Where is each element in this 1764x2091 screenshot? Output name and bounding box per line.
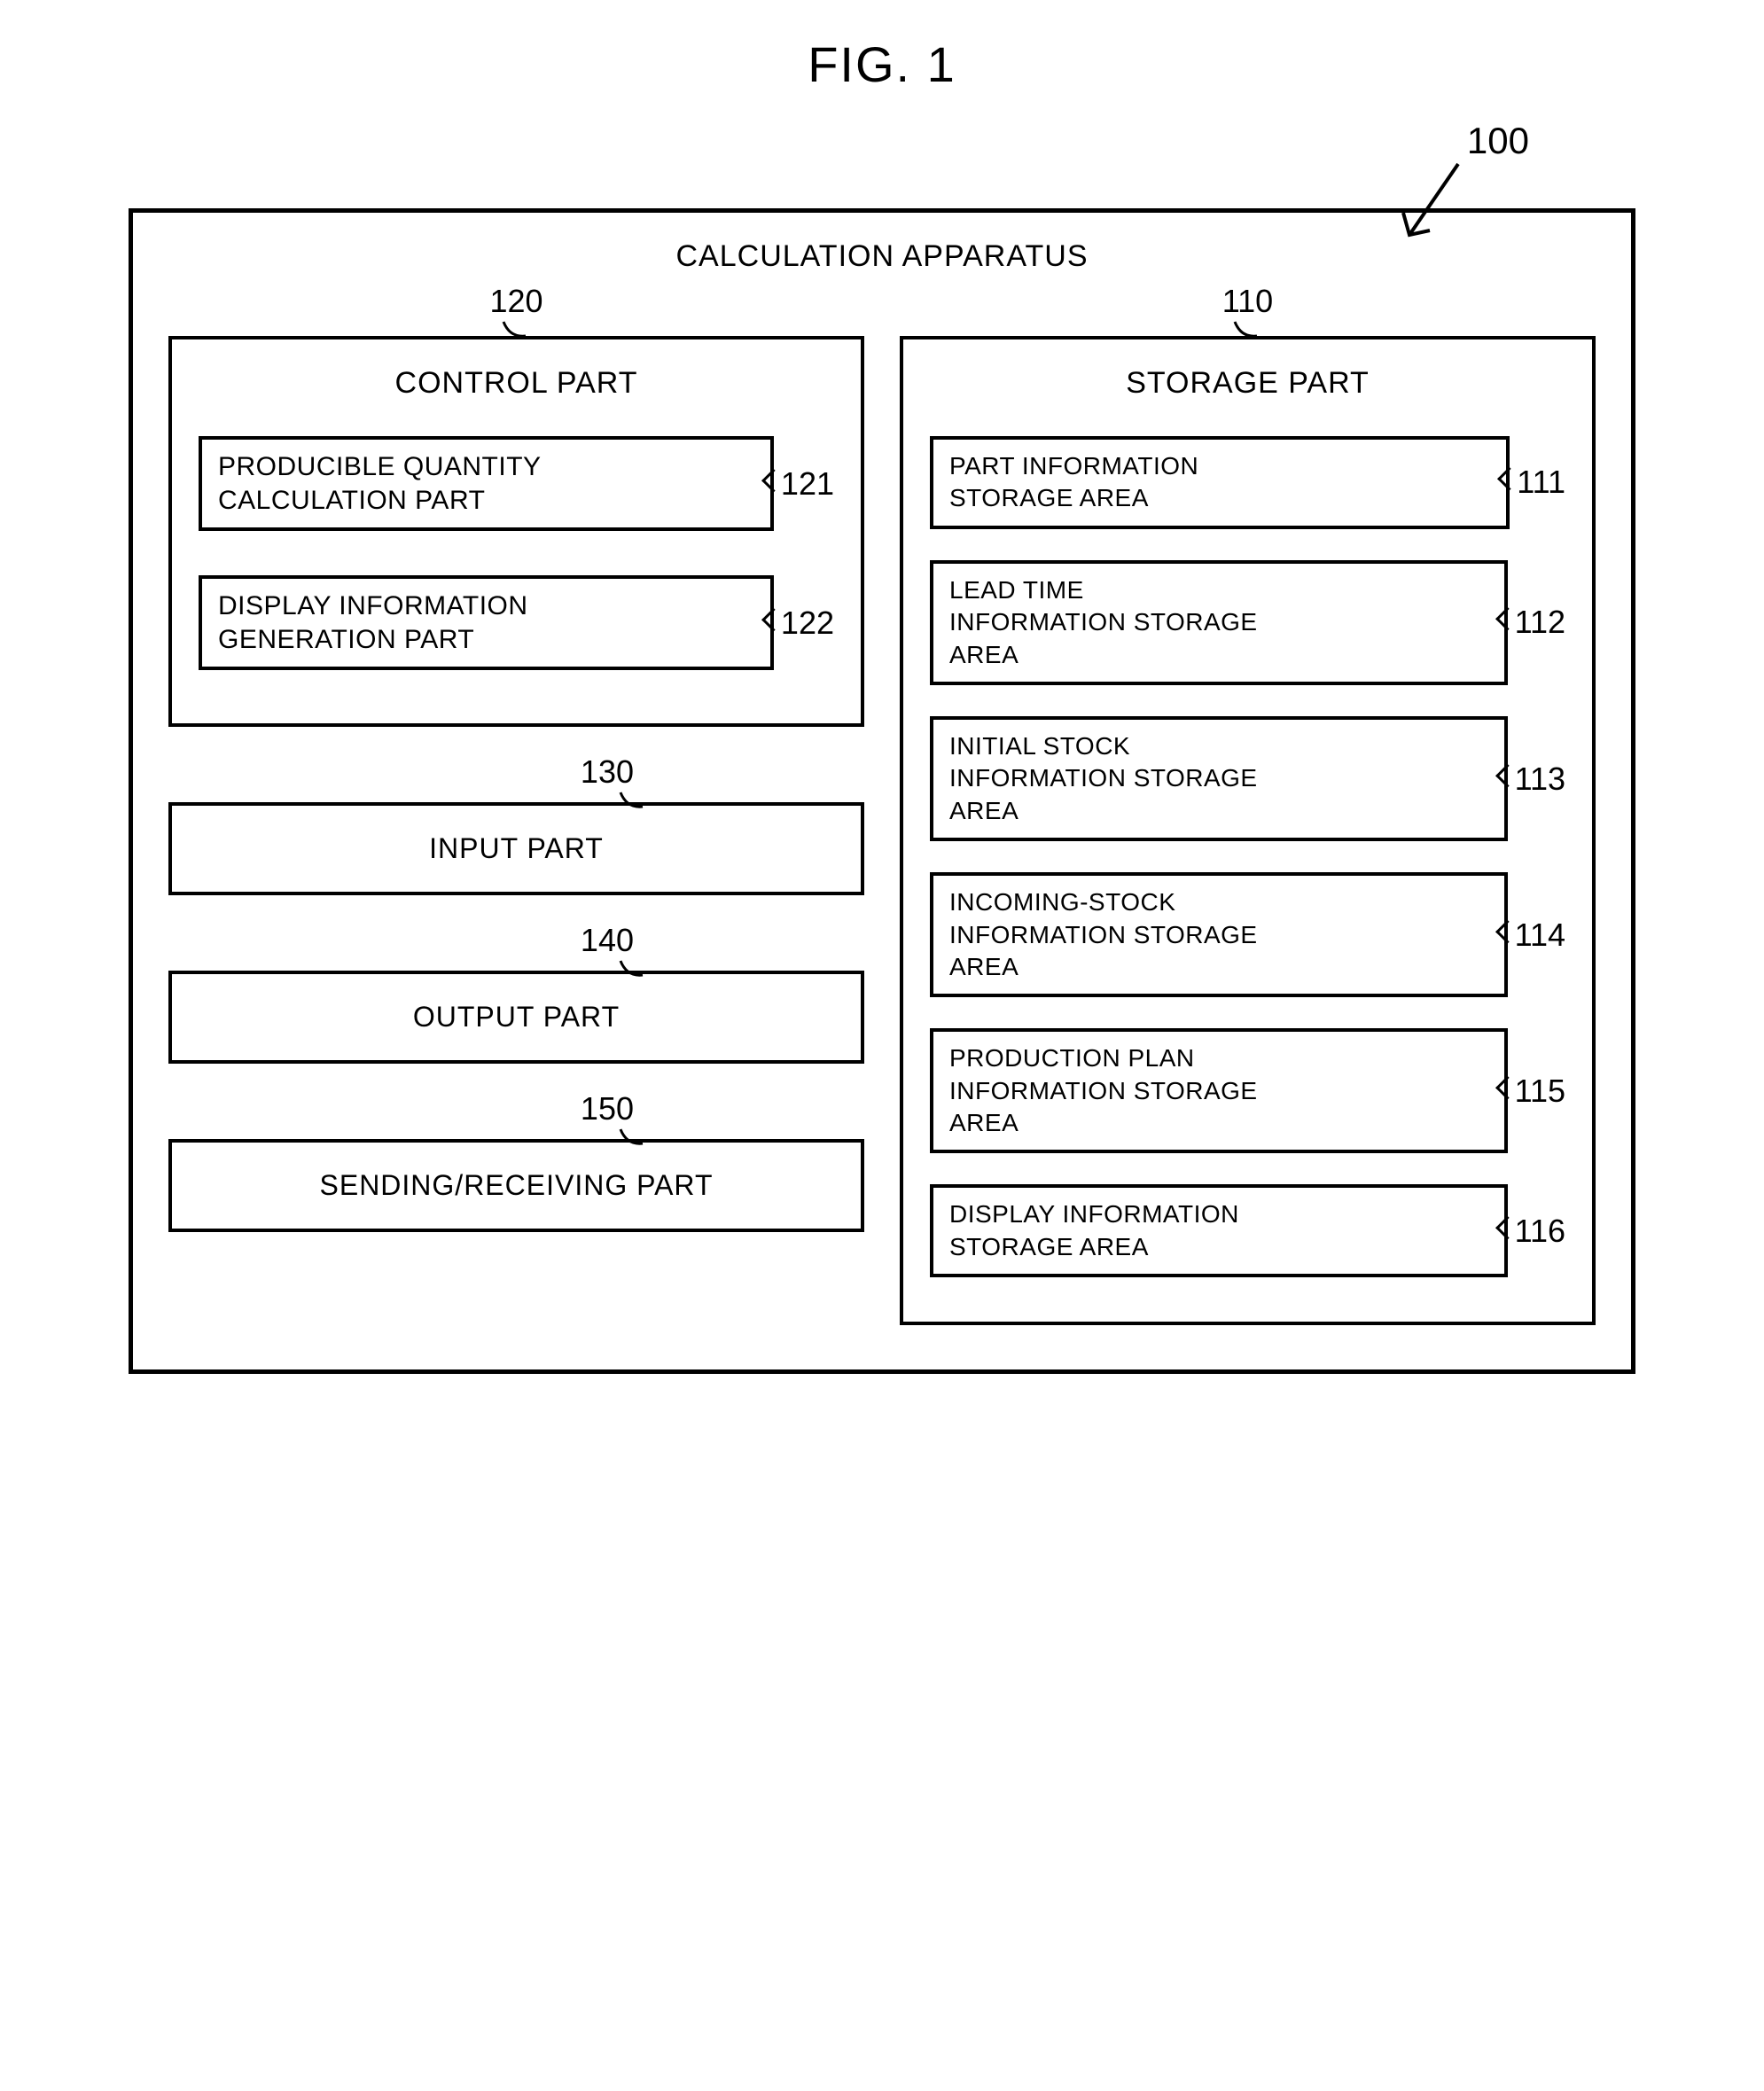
control-part-box: CONTROL PART PRODUCIBLE QUANTITY CALCULA…	[168, 336, 864, 727]
producible-quantity-box: PRODUCIBLE QUANTITY CALCULATION PART	[199, 436, 774, 531]
storage-item-row: LEAD TIME INFORMATION STORAGE AREA 112	[930, 560, 1565, 685]
storage-title: STORAGE PART	[930, 366, 1565, 401]
ref-115: 115	[1515, 1073, 1565, 1110]
input-part-box: INPUT PART	[168, 802, 864, 895]
right-column: 110 STORAGE PART PART INFORMATION STORAG…	[900, 283, 1596, 1325]
ref-113: 113	[1515, 761, 1565, 798]
ref-100: 100	[1467, 120, 1529, 162]
tick-150-icon	[616, 1127, 652, 1147]
ref-150: 150	[581, 1090, 634, 1127]
storage-item-row: INCOMING-STOCK INFORMATION STORAGE AREA …	[930, 872, 1565, 997]
initial-stock-storage-box: INITIAL STOCK INFORMATION STORAGE AREA	[930, 716, 1508, 841]
ref-122: 122	[781, 605, 834, 642]
tick-110-icon	[1230, 320, 1266, 339]
ref-100-container: 100	[129, 120, 1635, 208]
ref-140: 140	[581, 922, 634, 959]
tick-130-icon	[616, 791, 652, 810]
figure-title: FIG. 1	[35, 35, 1729, 93]
ref-114: 114	[1515, 917, 1565, 954]
ref-112: 112	[1515, 604, 1565, 641]
storage-item-row: DISPLAY INFORMATION STORAGE AREA 116	[930, 1184, 1565, 1277]
display-info-storage-box: DISPLAY INFORMATION STORAGE AREA	[930, 1184, 1508, 1277]
ref-120-header: 120	[168, 283, 864, 336]
control-item-row: PRODUCIBLE QUANTITY CALCULATION PART 121	[199, 436, 834, 531]
ref-116: 116	[1515, 1213, 1565, 1250]
ref-150-header: 150	[168, 1090, 864, 1139]
storage-item-row: INITIAL STOCK INFORMATION STORAGE AREA 1…	[930, 716, 1565, 841]
lead-time-storage-box: LEAD TIME INFORMATION STORAGE AREA	[930, 560, 1508, 685]
ref-121: 121	[781, 465, 834, 503]
output-part-box: OUTPUT PART	[168, 971, 864, 1064]
ref-130-header: 130	[168, 753, 864, 802]
columns: 120 CONTROL PART PRODUCIBLE QUANTITY CAL…	[168, 283, 1596, 1325]
ref-130: 130	[581, 753, 634, 791]
left-column: 120 CONTROL PART PRODUCIBLE QUANTITY CAL…	[168, 283, 864, 1325]
storage-part-box: STORAGE PART PART INFORMATION STORAGE AR…	[900, 336, 1596, 1325]
outer-title: CALCULATION APPARATUS	[168, 239, 1596, 274]
ref-120: 120	[489, 283, 542, 320]
control-title: CONTROL PART	[199, 366, 834, 401]
part-info-storage-box: PART INFORMATION STORAGE AREA	[930, 436, 1510, 529]
incoming-stock-storage-box: INCOMING-STOCK INFORMATION STORAGE AREA	[930, 872, 1508, 997]
display-info-gen-box: DISPLAY INFORMATION GENERATION PART	[199, 575, 774, 670]
ref-111: 111	[1517, 464, 1565, 501]
calculation-apparatus-box: CALCULATION APPARATUS 120 CONTROL PART P…	[129, 208, 1635, 1374]
production-plan-storage-box: PRODUCTION PLAN INFORMATION STORAGE AREA	[930, 1028, 1508, 1153]
ref-110: 110	[1222, 283, 1273, 320]
ref-110-header: 110	[900, 283, 1596, 336]
storage-item-row: PRODUCTION PLAN INFORMATION STORAGE AREA…	[930, 1028, 1565, 1153]
sending-receiving-box: SENDING/RECEIVING PART	[168, 1139, 864, 1232]
ref-140-header: 140	[168, 922, 864, 971]
control-item-row: DISPLAY INFORMATION GENERATION PART 122	[199, 575, 834, 670]
storage-item-row: PART INFORMATION STORAGE AREA 111	[930, 436, 1565, 529]
tick-140-icon	[616, 959, 652, 979]
